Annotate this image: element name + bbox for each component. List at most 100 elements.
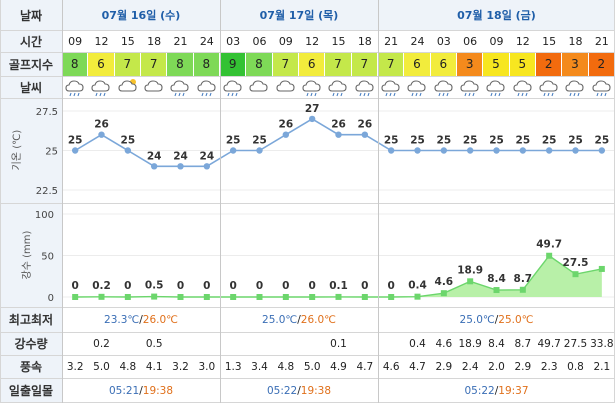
hour-cell: 12 (305, 34, 320, 48)
rain-data-label: 49.7 (536, 239, 562, 251)
rain-point (309, 294, 316, 300)
golf-index-cell: 5 (483, 52, 510, 76)
date-header[interactable]: 07월 16일 (수) (101, 9, 181, 22)
temp-tick-label: 25 (45, 147, 58, 158)
rain-data-label: 0 (282, 280, 289, 292)
wind-cell: 5.0 (303, 360, 321, 373)
golf-index-cell: 9 (220, 52, 247, 76)
hour-cell: 21 (173, 34, 188, 48)
cloud-sun-icon (115, 76, 141, 98)
wind-cell: 5.0 (93, 360, 110, 373)
cloud-rain-icon (299, 76, 325, 98)
rainfall-cell: 0.5 (145, 337, 163, 350)
max-temp: 26.0℃ (142, 313, 178, 326)
rainfall-cell: 27.5 (563, 337, 588, 350)
temp-point (150, 163, 158, 170)
cloud-icon (141, 76, 167, 98)
temp-data-label: 25 (542, 135, 557, 147)
rain-point (282, 294, 289, 300)
rain-point (230, 294, 237, 300)
rain-point (151, 293, 158, 300)
temp-point (203, 163, 211, 170)
cloud-rain-icon (536, 76, 562, 98)
min-temp: 23.3℃ (104, 313, 140, 326)
cloud-icon (246, 76, 272, 98)
wind-cell: 3.2 (66, 360, 84, 373)
cloud-rain-icon (510, 76, 536, 98)
temp-data-label: 25 (595, 135, 610, 147)
rain-tick-label: 50 (41, 252, 54, 263)
temp-data-label: 27 (305, 103, 320, 115)
max-temp: 25.0℃ (498, 313, 534, 326)
hour-cell: 21 (384, 34, 399, 48)
wind-cell: 4.7 (409, 360, 426, 373)
rain-point (519, 286, 526, 293)
rain-data-label: 0 (177, 280, 184, 292)
temp-separator: / (297, 313, 301, 326)
row-divider (0, 52, 615, 53)
temp-data-label: 24 (173, 150, 188, 162)
hour-cell: 15 (331, 34, 346, 48)
golf-index-cell: 7 (272, 52, 299, 76)
rain-data-label: 0 (72, 280, 79, 292)
temp-data-label: 26 (94, 119, 109, 131)
wind-cell: 4.8 (277, 360, 295, 373)
wind-cell: 4.7 (356, 360, 374, 373)
wind-cell: 3.0 (198, 360, 216, 373)
golf-index-cell: 7 (114, 52, 141, 76)
cloud-rain-icon (167, 76, 193, 98)
date-header[interactable]: 07월 18일 (금) (457, 9, 536, 22)
temp-point (256, 147, 263, 154)
cloud-rain-icon (404, 76, 430, 98)
max-temp: 26.0℃ (300, 313, 336, 326)
rain-point (414, 293, 421, 300)
cloud-rain-icon (562, 76, 588, 98)
row-divider (0, 203, 615, 204)
rain-data-label: 8.7 (514, 273, 533, 285)
temp-data-label: 25 (568, 135, 583, 147)
wind-cell: 3.2 (172, 360, 189, 373)
rainfall-cell: 0.4 (409, 337, 426, 350)
golf-index-cell: 2 (536, 52, 563, 76)
rain-data-label: 0.4 (408, 280, 427, 292)
wind-cell: 4.9 (330, 360, 347, 373)
rainfall-cell (273, 332, 299, 355)
golf-index-cell: 6 (88, 52, 115, 76)
row-divider (0, 307, 615, 308)
rain-data-label: 0 (361, 280, 368, 292)
date-header[interactable]: 07월 17일 (목) (259, 9, 339, 22)
golf-index-cell: 7 (325, 52, 352, 76)
hour-cell: 18 (568, 34, 583, 48)
rain-point (598, 265, 605, 272)
golf-index-cell: 5 (509, 52, 536, 76)
hour-cell: 12 (94, 34, 109, 48)
high-low-cell: 25.0℃/26.0℃ (220, 307, 378, 332)
hour-cell: 12 (515, 34, 530, 48)
temp-point (572, 147, 579, 154)
hour-cell: 06 (252, 34, 267, 48)
temp-point (335, 131, 342, 138)
rainfall-cell: 0.2 (93, 337, 110, 350)
temp-axis-label: 기온 (℃) (11, 130, 23, 171)
row-label-golf-index: 골프지수 (8, 57, 54, 72)
day-divider (220, 0, 221, 403)
golf-index-cell: 7 (141, 52, 168, 76)
row-label-sun: 일출일몰 (8, 384, 54, 398)
temp-point (229, 147, 237, 154)
cloud-rain-icon (325, 76, 351, 98)
row-divider (0, 76, 615, 77)
sun-cell: 05:22/19:38 (220, 378, 378, 403)
rain-point (572, 271, 579, 278)
temp-point (440, 147, 448, 154)
row-label-weather: 날씨 (19, 80, 43, 95)
rain-data-label: 18.9 (457, 264, 483, 276)
wind-cell: 2.9 (514, 360, 532, 373)
sun-cell: 05:22/19:37 (378, 378, 615, 403)
rain-data-label: 0 (230, 280, 237, 292)
temp-data-label: 24 (147, 150, 162, 162)
rain-tick-label: 100 (35, 210, 54, 221)
temp-data-label: 25 (226, 135, 241, 147)
rainfall-cell (167, 332, 193, 355)
sunrise-time: 05:21 (108, 384, 140, 397)
